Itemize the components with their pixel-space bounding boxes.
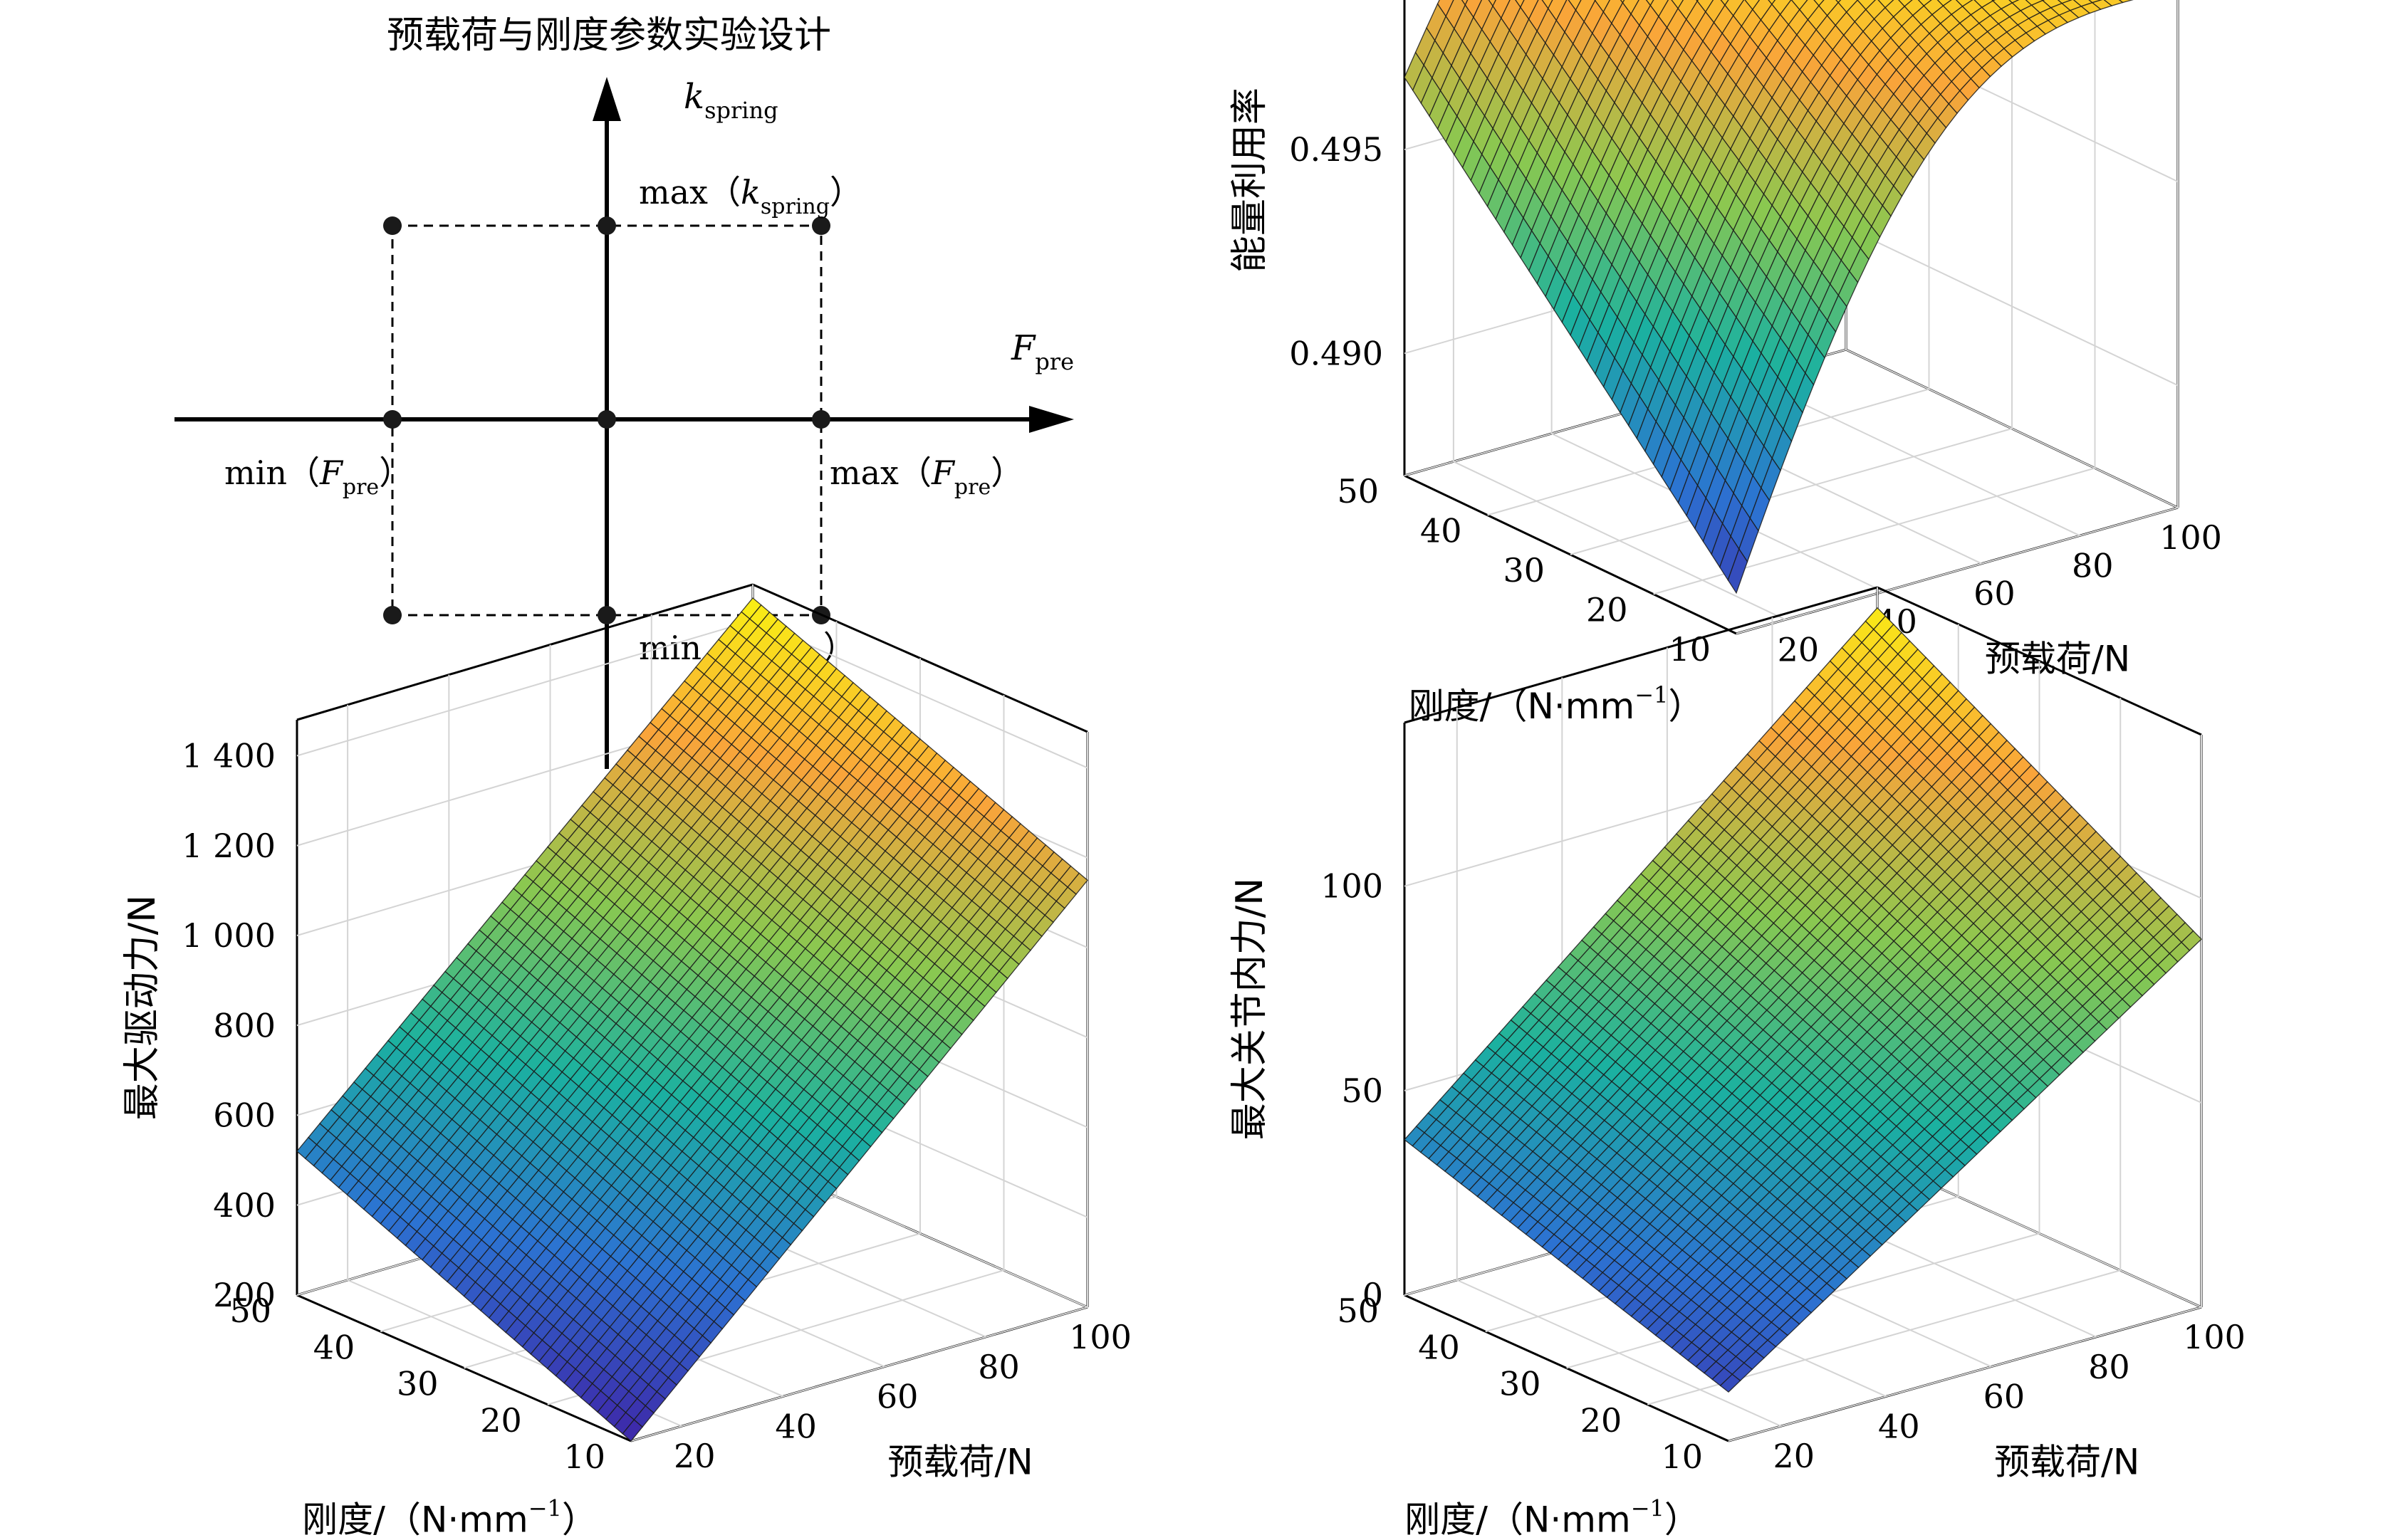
design-point	[383, 216, 402, 235]
x-tick-label: 20	[1778, 630, 1820, 669]
design-points	[383, 216, 830, 624]
z-tick-label: 1 400	[182, 737, 276, 775]
y-tick-label: 50	[1337, 472, 1379, 510]
y-axis-label: 刚度/（N·mm−1）	[1409, 681, 1704, 727]
design-title: 预载荷与刚度参数实验设计	[387, 14, 831, 57]
max-drive-force-surface-chart: 200 400 600 800 1 000 1 200 1 400 20 40 60 80 100 10…	[121, 583, 1132, 1540]
design-point	[383, 606, 402, 624]
z-tick-label: 50	[1341, 1072, 1383, 1110]
x-tick-label: 60	[1973, 575, 2016, 613]
y-tick-label: 20	[1586, 591, 1628, 629]
surface-mesh	[1404, 607, 2202, 1393]
design-x-symbol: Fpre	[1011, 328, 1074, 375]
z-axis-label: 最大关节内力/N	[1229, 878, 1271, 1140]
z-tick-label: 600	[213, 1096, 276, 1135]
x-tick-label: 100	[2159, 518, 2222, 557]
design-y-symbol: kspring	[684, 77, 778, 124]
design-point	[812, 410, 830, 429]
surface-cell	[1645, 0, 1654, 6]
x-tick-label: 100	[2183, 1318, 2246, 1356]
x-tick-label: 100	[1069, 1318, 1132, 1356]
y-tick-label: 10	[563, 1437, 605, 1476]
design-point	[598, 606, 616, 624]
axis-edge	[296, 583, 754, 721]
z-tick-label: 200	[213, 1276, 276, 1314]
design-point	[812, 216, 830, 235]
y-tick-label: 30	[1499, 1365, 1541, 1403]
design-panel: 预载荷与刚度参数实验设计 kspring Fpre max	[174, 14, 1074, 769]
axis-edge	[1404, 586, 1878, 724]
z-tick-label: 400	[213, 1186, 276, 1225]
surface-cell	[1720, 0, 1729, 6]
y-gridline	[1404, 0, 1847, 476]
y-tick-label: 20	[480, 1401, 522, 1440]
x-tick-label: 20	[1773, 1437, 1815, 1475]
x-tick-label: 40	[1878, 1407, 1920, 1445]
y-gridline	[1653, 0, 2096, 595]
z-tick-label: 800	[213, 1006, 276, 1044]
y-gridline	[1487, 0, 1930, 516]
surface-cell	[622, 1419, 643, 1442]
max-joint-force-surface-chart: 050100204060801001020304050预载荷/N刚度/（N·mm…	[1229, 586, 2246, 1540]
y-tick-label: 20	[1580, 1401, 1622, 1440]
surface-cell	[1488, 0, 1496, 7]
x-tick-label: 20	[674, 1437, 716, 1475]
x-tick-label: 80	[2088, 1348, 2130, 1386]
y-gridline	[1728, 735, 2202, 1442]
x-tick-label: 80	[978, 1348, 1020, 1386]
label-min-F: min（Fpre）	[224, 454, 412, 500]
y-tick-label: 40	[1420, 512, 1462, 550]
design-point	[598, 216, 616, 235]
surface-cell	[1727, 548, 1748, 594]
y-tick-label: 30	[397, 1365, 439, 1403]
y-tick-label: 40	[313, 1328, 355, 1366]
z-tick-label: 0.495	[1289, 130, 1383, 169]
y-tick-label: 10	[1661, 1437, 1703, 1476]
design-x-arrow	[1029, 406, 1074, 433]
surface-cell	[1768, 0, 1776, 6]
x-tick-label: 40	[775, 1407, 817, 1445]
design-point	[383, 410, 402, 429]
y-tick-label: 30	[1503, 551, 1545, 590]
surface-cell	[1461, 0, 1469, 6]
label-max-F: max（Fpre）	[830, 454, 1023, 500]
z-tick-label: 1 200	[182, 827, 276, 865]
design-y-arrow	[593, 77, 621, 121]
z-tick-label: 1 000	[182, 916, 276, 955]
y-axis-label: 刚度/（N·mm−1）	[1404, 1495, 1700, 1540]
y-axis-label: 刚度/（N·mm−1）	[302, 1495, 598, 1540]
y-tick-label: 50	[1337, 1292, 1379, 1330]
surface-cell	[1515, 0, 1525, 9]
label-max-k: max（kspring）	[639, 173, 862, 219]
z-axis-label: 最大驱动力/N	[121, 895, 164, 1120]
y-tick-label: 40	[1418, 1328, 1460, 1366]
y-tick-label: 50	[229, 1292, 271, 1330]
x-axis-label: 预载荷/N	[1985, 639, 2130, 680]
y-gridline	[1736, 0, 2179, 634]
x-axis-label: 预载荷/N	[887, 1442, 1033, 1483]
x-axis-label: 预载荷/N	[1994, 1442, 2139, 1483]
y-gridline	[630, 732, 1088, 1442]
z-tick-label: 100	[1320, 867, 1383, 906]
z-tick-label: 0.490	[1289, 334, 1383, 372]
surface-cell	[1813, 0, 1825, 7]
x-tick-label: 60	[877, 1378, 919, 1416]
z-axis-label: 能量利用率	[1229, 88, 1271, 273]
x-tick-label: 80	[2072, 546, 2114, 585]
surface-mesh	[296, 597, 1088, 1442]
design-point	[598, 410, 616, 429]
surface-mesh	[1404, 0, 2134, 594]
x-tick-label: 60	[1983, 1378, 2025, 1416]
energy-efficiency-surface-chart: 0.4900.4950.500204060801001020304050预载荷/…	[1229, 0, 2222, 727]
